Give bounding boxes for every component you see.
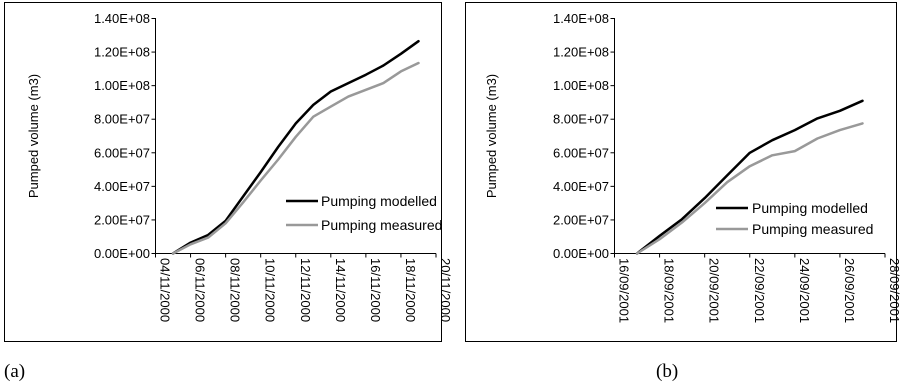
chart-a-x-tick-label: 08/11/2000 <box>228 258 243 322</box>
chart-panel-a: Pumped volume (m3) 0.00E+00 2.00E+07 4.00E… <box>4 2 453 382</box>
chart-a-x-tick-label: 16/11/2000 <box>368 258 383 322</box>
chart-a-x-tick-label: 10/11/2000 <box>263 258 278 322</box>
chart-a-legend: Pumping modelled Pumping measured <box>286 193 442 233</box>
chart-b-legend-label-measured: Pumping measured <box>752 221 873 237</box>
chart-b-y-tick-label: 2.00E+07 <box>553 212 609 227</box>
chart-a-x-ticks: 04/11/2000 06/11/2000 08/11/2000 10/11/2000… <box>155 253 453 322</box>
chart-panel-a-frame <box>4 2 442 342</box>
chart-a-legend-label-modelled: Pumping modelled <box>321 193 437 209</box>
chart-a-y-ticks: 0.00E+00 2.00E+07 4.00E+07 6.00E+07 8.00E+07… <box>94 11 156 261</box>
chart-b-x-tick-label: 28/09/2001 <box>887 258 901 323</box>
chart-a-y-tick-label: 2.00E+07 <box>94 212 150 227</box>
chart-b-legend-label-modelled: Pumping modelled <box>752 200 868 216</box>
chart-b-panel-label: (b) <box>656 361 678 382</box>
chart-b-y-tick-label: 4.00E+07 <box>553 179 609 194</box>
chart-b-legend: Pumping modelled Pumping measured <box>716 200 873 237</box>
chart-b-y-tick-label: 0.00E+00 <box>553 246 609 261</box>
chart-b-x-tick-label: 20/09/2001 <box>707 258 722 323</box>
chart-b-y-tick-label: 1.40E+08 <box>553 11 609 26</box>
chart-b-y-tick-label: 6.00E+07 <box>553 145 609 160</box>
chart-b-x-tick-label: 22/09/2001 <box>752 258 767 323</box>
chart-a-series-line-measured <box>171 61 420 255</box>
chart-b-series-line-modelled <box>635 99 864 255</box>
chart-a-y-tick-label: 0.00E+00 <box>94 246 150 261</box>
chart-b-x-ticks: 16/09/2001 18/09/2001 20/09/2001 22/09/2001… <box>614 253 901 323</box>
chart-a-y-tick-label: 6.00E+07 <box>94 145 150 160</box>
chart-a-x-tick-label: 20/11/2000 <box>438 258 453 322</box>
chart-a-y-tick-label: 1.40E+08 <box>94 11 150 26</box>
chart-b-x-tick-label: 18/09/2001 <box>662 258 677 323</box>
chart-a-x-tick-label: 18/11/2000 <box>403 258 418 322</box>
chart-b-y-axis-label: Pumped volume (m3) <box>484 74 499 198</box>
chart-a-y-tick-label: 1.00E+08 <box>94 78 150 93</box>
chart-a-panel-label: (a) <box>4 361 25 382</box>
chart-a-x-tick-label: 14/11/2000 <box>333 258 348 322</box>
chart-a-legend-label-measured: Pumping measured <box>321 217 442 233</box>
chart-a-y-tick-label: 8.00E+07 <box>94 112 150 127</box>
chart-b-x-tick-label: 26/09/2001 <box>842 258 857 323</box>
chart-a-series <box>171 39 420 255</box>
chart-a-y-tick-label: 4.00E+07 <box>94 179 150 194</box>
chart-a-y-tick-label: 1.20E+08 <box>94 45 150 60</box>
chart-b-y-ticks: 0.00E+00 2.00E+07 4.00E+07 6.00E+07 8.00E+07… <box>553 11 615 261</box>
chart-b-y-tick-label: 8.00E+07 <box>553 112 609 127</box>
chart-a-y-axis-label: Pumped volume (m3) <box>26 74 41 198</box>
chart-panel-b-frame <box>465 2 897 342</box>
chart-a-x-tick-label: 06/11/2000 <box>193 258 208 322</box>
chart-b-y-tick-label: 1.20E+08 <box>553 45 609 60</box>
chart-panel-b: Pumped volume (m3) 0.00E+00 2.00E+07 4.00E… <box>465 2 901 382</box>
chart-b-y-tick-label: 1.00E+08 <box>553 78 609 93</box>
chart-a-series-line-modelled <box>171 39 420 255</box>
chart-b-series-line-measured <box>635 122 864 255</box>
chart-b-series <box>635 99 864 255</box>
chart-b-x-tick-label: 24/09/2001 <box>797 258 812 323</box>
chart-a-x-tick-label: 04/11/2000 <box>158 258 173 322</box>
chart-b-x-tick-label: 16/09/2001 <box>617 258 632 323</box>
chart-a-x-tick-label: 12/11/2000 <box>298 258 313 322</box>
